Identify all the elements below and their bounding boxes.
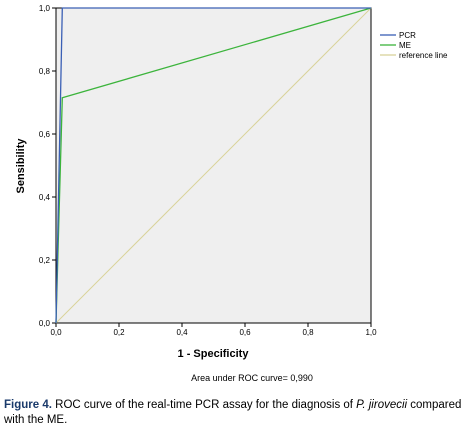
legend-label-reference-line: reference line — [399, 51, 448, 60]
axes: 0,0 0,2 0,4 0,6 0,8 1,0 0,0 0,2 0,4 0,6 0,8 1,0 — [39, 4, 377, 337]
x-tick-label: 0,6 — [239, 328, 251, 337]
legend-label-me: ME — [399, 41, 411, 50]
caption-italic: P. jirovecii — [356, 399, 408, 411]
y-tick-label: 0,4 — [39, 193, 51, 202]
y-tick-label: 0,6 — [39, 130, 51, 139]
legend-label-pcr: PCR — [399, 31, 416, 40]
x-tick-label: 1,0 — [365, 328, 377, 337]
x-tick-label: 0,4 — [176, 328, 188, 337]
y-axis-title: Sensibility — [15, 138, 27, 194]
auc-annotation: Area under ROC curve= 0,990 — [191, 373, 313, 383]
x-tick-label: 0,8 — [302, 328, 314, 337]
series-layer — [55, 7, 372, 324]
caption-text-end: compared with the ME. — [4, 399, 462, 426]
y-tick-label: 1,0 — [39, 4, 51, 13]
y-tick-label: 0,0 — [39, 319, 51, 328]
caption-text: ROC curve of the real-time PCR assay for… — [51, 399, 357, 411]
x-axis-title: 1 - Specificity — [178, 348, 250, 360]
series-line-pcr — [55, 7, 371, 324]
caption-label: Figure 4. — [4, 399, 52, 411]
series-line-reference-line — [55, 7, 372, 324]
x-tick-label: 0,0 — [50, 328, 62, 337]
roc-chart: 0,0 0,2 0,4 0,6 0,8 1,0 0,0 0,2 0,4 0,6 0,8 1,0 PCR… — [15, 4, 448, 383]
y-tick-label: 0,2 — [39, 256, 51, 265]
figure-caption: Figure 4. ROC curve of the real-time PCR… — [4, 398, 470, 428]
y-tick-label: 0,8 — [39, 67, 51, 76]
x-tick-label: 0,2 — [113, 328, 125, 337]
